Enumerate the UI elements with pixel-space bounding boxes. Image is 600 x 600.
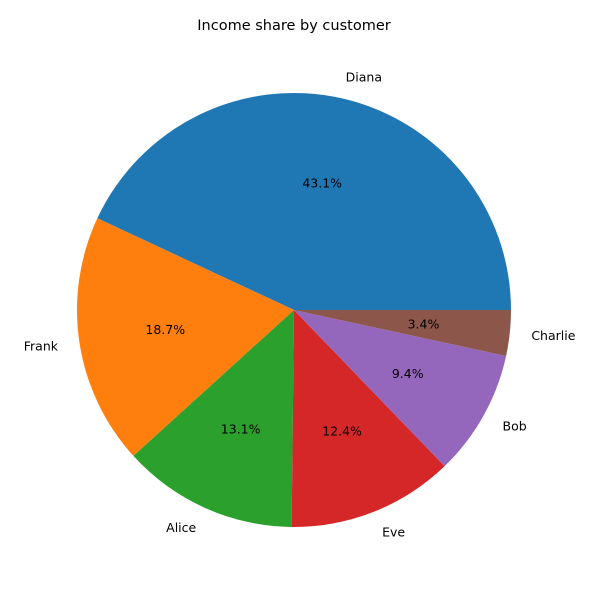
pie-category-label-alice: Alice	[166, 520, 196, 535]
pie-category-label-diana: Diana	[346, 69, 382, 84]
pie-slice-bob	[294, 310, 507, 467]
pie-slice-alice	[133, 310, 294, 527]
chart-title: Income share by customer	[197, 18, 390, 34]
pie-slices	[76, 93, 512, 528]
pie-pct-label-diana: 43.1%	[302, 175, 342, 190]
pie-category-label-eve: Eve	[382, 524, 405, 539]
pie-slice-diana	[97, 93, 512, 310]
pie-labels: 43.1% Diana 18.7% Frank 13.1% Alice 12.4% Eve 9.…	[24, 69, 576, 539]
pie-slice-frank	[76, 218, 294, 456]
pie-category-label-bob: Bob	[503, 419, 527, 434]
pie-pct-label-eve: 12.4%	[322, 423, 362, 438]
pie-pct-label-frank: 18.7%	[145, 322, 185, 337]
pie-slice-eve	[291, 310, 445, 528]
pie-pct-label-alice: 13.1%	[221, 421, 261, 436]
pie-pct-label-bob: 9.4%	[392, 366, 424, 381]
pie-category-label-frank: Frank	[24, 338, 59, 353]
pie-category-label-charlie: Charlie	[531, 328, 575, 343]
pie-slice-charlie	[294, 310, 511, 356]
pie-pct-label-charlie: 3.4%	[408, 316, 440, 331]
